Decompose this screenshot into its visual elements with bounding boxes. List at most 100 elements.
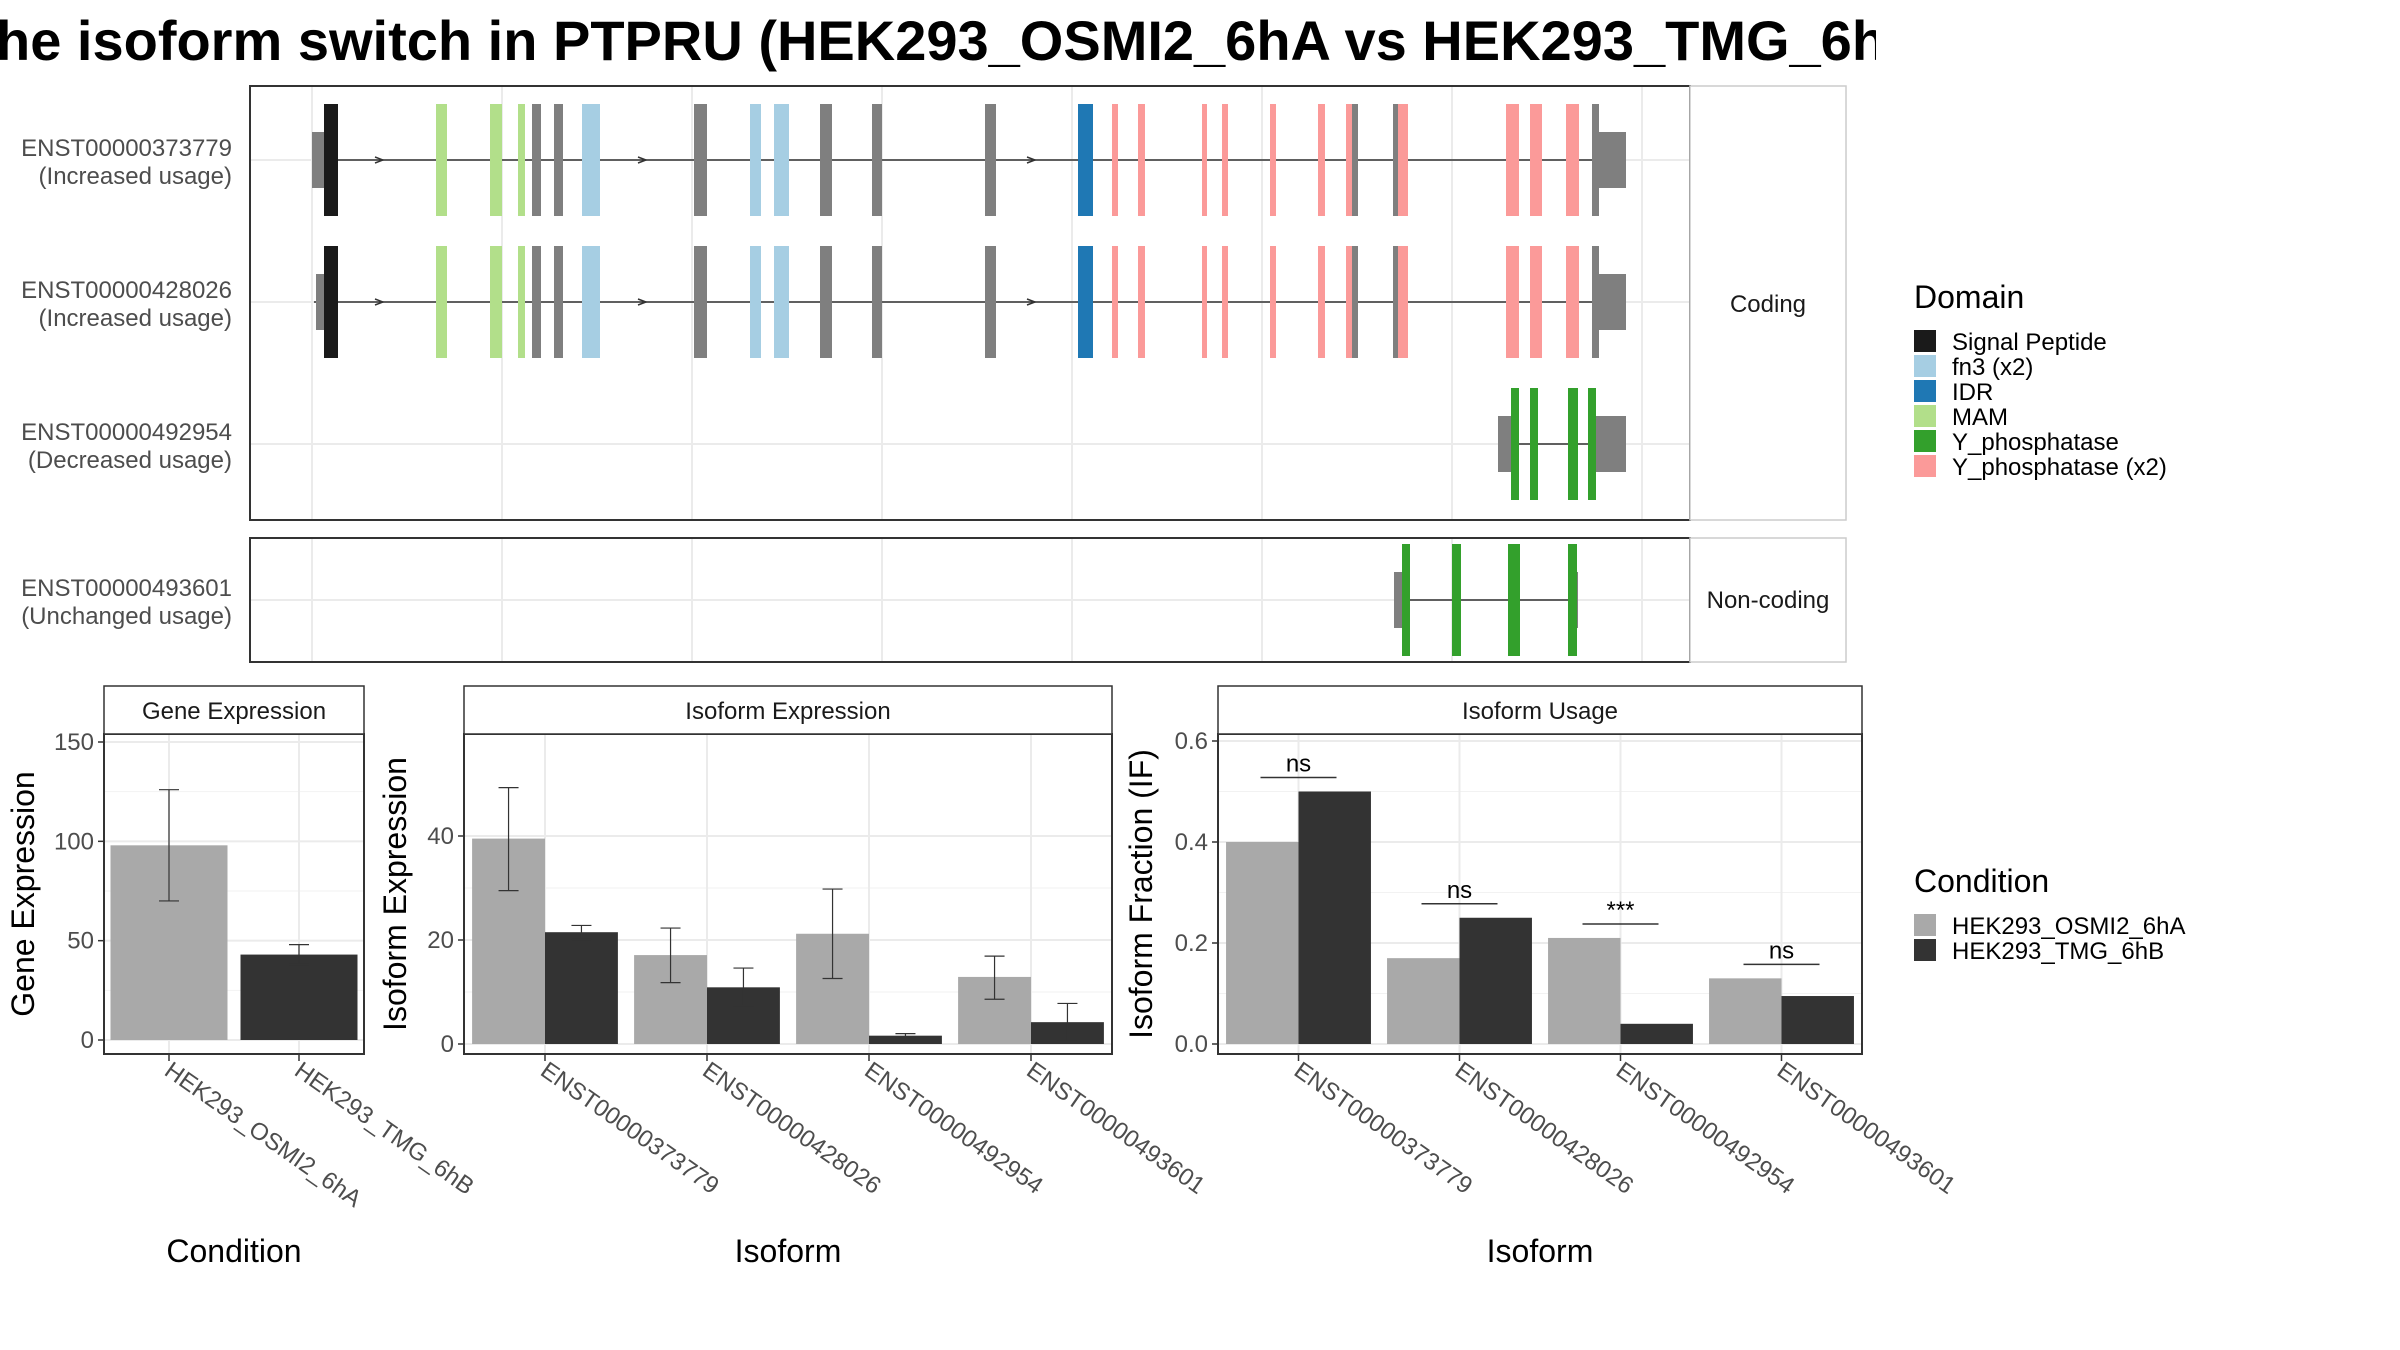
legend-label: HEK293_OSMI2_6hA [1952, 913, 2185, 940]
coding-exon [1078, 104, 1093, 216]
legend-label: fn3 (x2) [1952, 354, 2033, 381]
x-tick-label: ENST00000492954 [860, 1057, 1048, 1200]
significance-label: ns [1447, 877, 1472, 904]
bar [1387, 958, 1460, 1044]
bar [1781, 996, 1854, 1044]
x-tick-label: ENST00000373779 [1289, 1057, 1477, 1200]
legend-key [1914, 939, 1936, 961]
x-tick-label: ENST00000428026 [698, 1057, 886, 1200]
legend-label: Signal Peptide [1952, 329, 2107, 356]
x-tick-label: ENST00000428026 [1450, 1057, 1638, 1200]
coding-exon [1270, 104, 1276, 216]
strand-arrow [1026, 156, 1038, 164]
y-tick-label: 0.6 [1175, 728, 1208, 755]
coding-exon [1530, 246, 1542, 358]
coding-exon [1530, 388, 1538, 500]
facet-strip [103, 685, 365, 735]
coding-exon [518, 104, 525, 216]
significance-label: *** [1606, 897, 1634, 924]
legend-key [1914, 405, 1936, 427]
strand-arrow [374, 156, 386, 164]
facet-strip-title: Gene Expression [142, 698, 326, 725]
x-tick-label: ENST00000493601 [1022, 1057, 1210, 1200]
significance-label: ns [1769, 937, 1794, 964]
coding-exon [1402, 544, 1410, 656]
domain-legend-title: Domain [1914, 279, 2024, 315]
significance-label: ns [1286, 751, 1311, 778]
y-tick-label: 20 [427, 927, 454, 954]
coding-exon [1568, 544, 1577, 656]
coding-exon [694, 246, 707, 358]
y-tick-label: 0.2 [1175, 930, 1208, 957]
coding-exon [1270, 246, 1276, 358]
coding-exon [1112, 246, 1118, 358]
strip-coding-box [1689, 85, 1847, 521]
x-axis-title: Isoform [735, 1233, 842, 1269]
transcript-id-label: ENST00000492954 [21, 419, 232, 446]
coding-exon [1346, 104, 1352, 216]
y-tick-label: 0 [441, 1031, 454, 1058]
coding-exon [1452, 544, 1461, 656]
coding-exon [872, 104, 882, 216]
y-tick-label: 0.0 [1175, 1031, 1208, 1058]
x-axis-title: Isoform [1487, 1233, 1594, 1269]
legend-key [1914, 380, 1936, 402]
legend-label: Y_phosphatase [1952, 429, 2119, 456]
transcript-usage-label: (Decreased usage) [28, 447, 232, 474]
y-axis-title: Gene Expression [5, 771, 41, 1016]
facet-strip [1217, 685, 1863, 735]
strip-label-noncoding: Non-coding [1707, 587, 1830, 614]
coding-exon [1588, 388, 1596, 500]
y-axis-title: Isoform Expression [377, 757, 413, 1031]
coding-exon [1511, 388, 1519, 500]
bar [1620, 1023, 1693, 1044]
coding-exon [1530, 104, 1542, 216]
coding-exon [582, 246, 600, 358]
utr-exon [312, 132, 326, 188]
coding-exon [1318, 104, 1325, 216]
legend-label: Y_phosphatase (x2) [1952, 454, 2167, 481]
transcript-id-label: ENST00000493601 [21, 575, 232, 602]
coding-exon [1352, 104, 1358, 216]
utr-exon [1596, 416, 1626, 472]
coding-exon [490, 246, 502, 358]
coding-exon [1112, 104, 1118, 216]
bar [1226, 842, 1299, 1044]
coding-exon [1078, 246, 1093, 358]
y-tick-label: 0 [81, 1027, 94, 1054]
legend-key [1914, 914, 1936, 936]
condition-legend-title: Condition [1914, 863, 2049, 899]
coding-exon [774, 246, 789, 358]
utr-exon [1596, 274, 1626, 330]
x-tick-label: ENST00000492954 [1611, 1057, 1799, 1200]
bar [545, 932, 618, 1044]
bar [1548, 937, 1621, 1044]
x-tick-label: ENST00000493601 [1772, 1057, 1960, 1200]
coding-exon [1138, 104, 1145, 216]
legend-label: HEK293_TMG_6hB [1952, 938, 2164, 965]
strand-arrow [374, 298, 386, 306]
transcript-id-label: ENST00000373779 [21, 135, 232, 162]
transcript-usage-label: (Increased usage) [39, 305, 232, 332]
strip-noncoding-box [1689, 537, 1847, 663]
coding-exon [774, 104, 789, 216]
coding-exon [490, 104, 502, 216]
coding-exon [694, 104, 707, 216]
bar [1709, 978, 1782, 1044]
facet-strip [463, 685, 1113, 735]
coding-exon [1346, 246, 1352, 358]
strand-arrow [1026, 298, 1038, 306]
coding-exon [1222, 246, 1228, 358]
y-axis-title: Isoform Fraction (IF) [1123, 749, 1159, 1039]
x-tick-label: ENST00000373779 [536, 1057, 724, 1200]
coding-exon [1566, 104, 1579, 216]
legend-label: IDR [1952, 379, 1993, 406]
coding-exon [985, 104, 996, 216]
bar [869, 1035, 942, 1044]
transcript-usage-label: (Increased usage) [39, 163, 232, 190]
coding-exon [518, 246, 525, 358]
coding-exon [985, 246, 996, 358]
y-tick-label: 0.4 [1175, 829, 1208, 856]
strand-arrow [637, 298, 649, 306]
y-tick-label: 50 [67, 928, 94, 955]
